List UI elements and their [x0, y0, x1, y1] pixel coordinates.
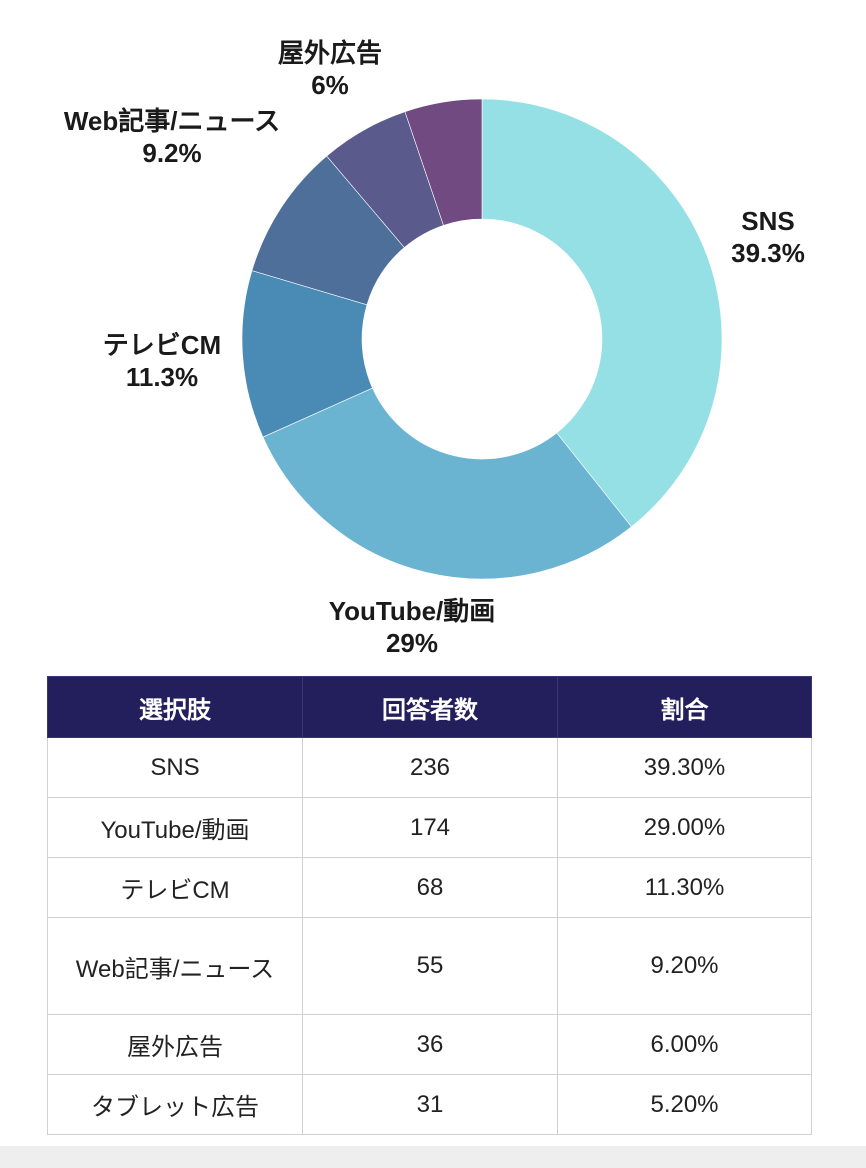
table-cell-option: テレビCM	[47, 857, 303, 918]
table-row: タブレット広告 31 5.20%	[47, 1074, 812, 1135]
table-cell-respondents: 36	[302, 1014, 558, 1075]
donut-slice-5	[404, 98, 483, 226]
table-cell-option: SNS	[47, 737, 303, 798]
data-table: 選択肢 回答者数 割合 SNS 236 39.30% YouTube/動画 17…	[47, 676, 812, 1135]
table-cell-respondents: 236	[302, 737, 558, 798]
slice-label-0: SNS	[741, 206, 794, 236]
table-cell-ratio: 5.20%	[557, 1074, 812, 1135]
table-cell-respondents: 31	[302, 1074, 558, 1135]
slice-value-label-3: 9.2%	[142, 138, 201, 168]
table-cell-option: Web記事/ニュース	[47, 917, 303, 1015]
column-header-ratio: 割合	[557, 676, 812, 738]
bottom-fade-bar	[0, 1146, 866, 1168]
slice-label-3: Web記事/ニュース	[64, 106, 280, 136]
table-cell-option: YouTube/動画	[47, 797, 303, 858]
table-row: YouTube/動画 174 29.00%	[47, 797, 812, 858]
donut-chart: SNS 39.3% YouTube/動画 29% テレビCM 11.3% Web記事/ニュー…	[64, 38, 805, 658]
table-cell-respondents: 174	[302, 797, 558, 858]
slice-value-label-1: 29%	[386, 628, 438, 658]
table-cell-ratio: 6.00%	[557, 1014, 812, 1075]
table-row: テレビCM 68 11.30%	[47, 857, 812, 918]
donut-slice-0	[481, 98, 723, 528]
column-header-option: 選択肢	[47, 676, 303, 738]
table-cell-option: タブレット広告	[47, 1074, 303, 1135]
table-cell-ratio: 29.00%	[557, 797, 812, 858]
table-cell-option: 屋外広告	[47, 1014, 303, 1075]
slice-label-1: YouTube/動画	[329, 596, 496, 626]
table-cell-respondents: 68	[302, 857, 558, 918]
table-row: Web記事/ニュース 55 9.20%	[47, 917, 812, 1015]
slice-label-2: テレビCM	[103, 330, 221, 360]
table-cell-respondents: 55	[302, 917, 558, 1015]
table-cell-ratio: 39.30%	[557, 737, 812, 798]
table-cell-ratio: 9.20%	[557, 917, 812, 1015]
table-header-row: 選択肢 回答者数 割合	[47, 676, 812, 738]
table-row: SNS 236 39.30%	[47, 737, 812, 798]
table-cell-ratio: 11.30%	[557, 857, 812, 918]
slice-value-label-4: 6%	[311, 70, 349, 100]
column-header-respondents: 回答者数	[302, 676, 558, 738]
donut-slice-1	[262, 387, 632, 580]
slice-label-4: 屋外広告	[278, 38, 382, 68]
slice-value-label-0: 39.3%	[731, 238, 805, 268]
table-row: 屋外広告 36 6.00%	[47, 1014, 812, 1075]
slice-value-label-2: 11.3%	[126, 362, 198, 392]
